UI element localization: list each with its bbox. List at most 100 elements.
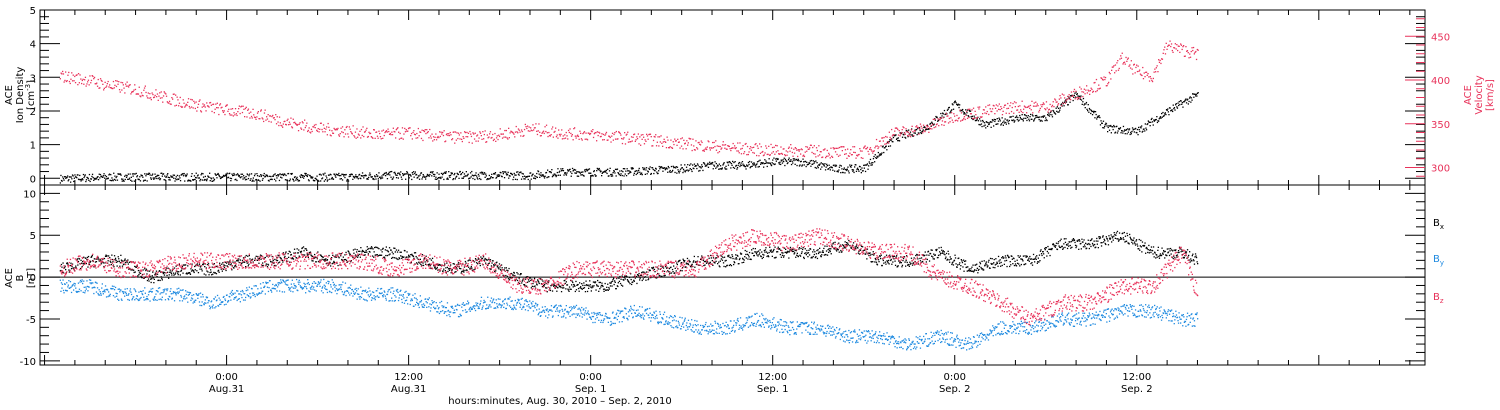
density-point [1193,96,1195,98]
velocity-point [501,133,503,135]
bx-point [821,254,823,256]
bx-point [254,259,256,261]
velocity-point [841,150,843,152]
velocity-point [423,130,425,132]
velocity-point [119,91,121,93]
velocity-point [960,120,962,122]
bx-point [505,274,507,277]
velocity-point [1136,64,1138,66]
velocity-point [1129,67,1132,69]
bx-point [802,248,804,251]
bx-point [569,288,571,290]
velocity-point [264,109,266,111]
density-point [280,176,282,178]
velocity-point [966,117,969,119]
bx-point [599,281,601,284]
velocity-point [778,153,781,155]
velocity-point [328,126,330,128]
density-point [483,172,486,174]
velocity-point [573,128,575,130]
velocity-point [1038,109,1041,111]
density-point [725,165,727,167]
bx-point [828,248,830,250]
velocity-point [1027,106,1029,108]
bx-point [720,258,722,260]
bx-point [450,272,452,274]
bx-point [673,265,675,267]
velocity-point [715,149,718,151]
bx-point [757,250,760,252]
velocity-point [1169,40,1171,42]
bx-point [754,251,756,253]
velocity-point [276,116,278,118]
bx-point [365,249,367,252]
density-point [636,172,639,175]
velocity-point [403,133,405,135]
velocity-point [1037,105,1039,107]
velocity-point [596,131,598,133]
density-point [869,158,872,161]
bx-point [140,275,142,278]
density-point [467,173,469,175]
density-point [1114,131,1117,133]
density-point [224,174,227,176]
velocity-point [1004,104,1007,106]
bx-point [154,272,157,274]
bx-point [497,265,499,267]
bx-point [66,262,68,264]
bx-point [832,242,835,244]
bx-point [571,280,573,282]
density-point [730,167,732,169]
velocity-point [1154,68,1156,70]
density-point [699,169,701,172]
velocity-point [672,141,674,143]
velocity-point [498,135,501,138]
bx-point [305,248,307,250]
density-point [976,119,978,121]
density-point [837,171,839,173]
velocity-point [668,147,671,149]
density-point [277,175,279,177]
velocity-point [156,96,158,98]
velocity-point [247,108,250,110]
density-point [210,178,213,180]
density-point [101,175,103,177]
bx-point [620,278,622,280]
density-point [247,174,249,176]
bx-point [628,276,631,279]
bx-point [781,252,783,254]
velocity-point [479,132,482,134]
bx-point [770,250,772,253]
velocity-point [586,139,589,141]
density-point [434,173,436,176]
bx-point [152,271,154,273]
velocity-point [118,89,121,91]
bx-point [97,256,99,259]
velocity-point [803,154,805,156]
velocity-point [160,91,162,93]
density-point [1027,115,1029,117]
velocity-point [1050,110,1052,112]
velocity-point [816,149,818,152]
bx-point [331,257,333,259]
bx-point [643,276,646,278]
density-point [598,167,600,170]
density-point [168,177,171,179]
density-point [1052,109,1054,112]
bx-point [784,251,786,254]
density-point [534,175,536,177]
bx-point [799,254,801,256]
velocity-point [492,133,494,136]
velocity-point [164,92,166,94]
density-point [1054,113,1057,115]
bx-point [597,279,599,282]
density-point [102,175,105,177]
density-point [721,168,723,170]
density-point [152,173,154,175]
bx-point [544,281,546,283]
density-point [315,179,318,181]
density-point [605,169,608,171]
velocity-point [71,72,73,74]
bx-point [543,285,545,287]
bx-point [722,262,725,264]
